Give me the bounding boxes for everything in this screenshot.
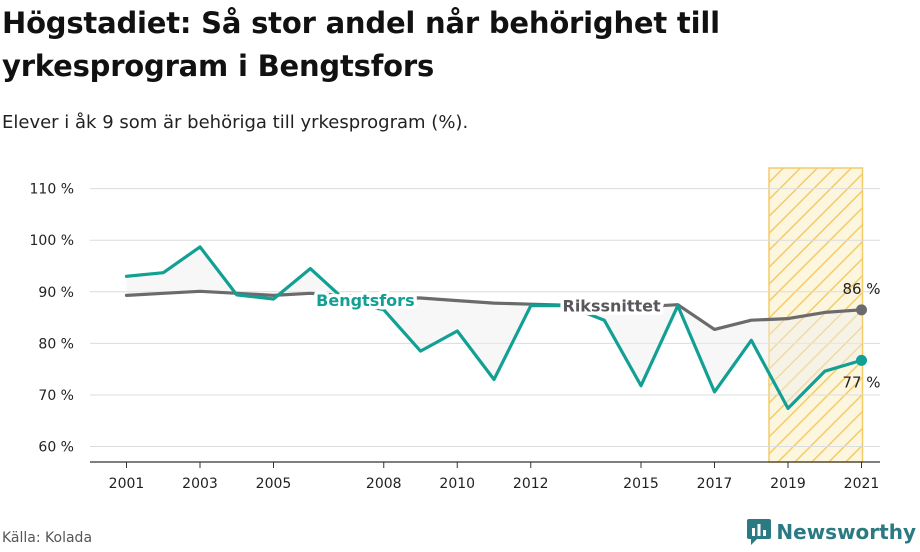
series-label-rikssnittet: Rikssnittet [563,297,662,316]
svg-text:Bengtsfors: Bengtsfors [316,291,414,310]
chart-labels: 60 % 70 % 80 % 90 % 100 % 110 % 2001 2003 2005 20… [30,182,881,492]
brand-logo: Newsworthy [747,519,916,545]
x-tick-label: 2015 [623,476,659,492]
y-tick-label: 90 % [38,285,74,301]
x-tick-label: 2008 [366,476,402,492]
end-label-rikssnittet: 86 % [842,280,880,298]
newsworthy-logo-icon [747,519,772,545]
chart-subtitle: Elever i åk 9 som är behöriga till yrkes… [2,112,469,133]
x-tick-label: 2019 [770,476,806,492]
end-point-rikssnittet [856,304,867,316]
y-tick-label: 60 % [38,440,74,456]
chart-title: Högstadiet: Så stor andel når behörighet… [2,6,720,83]
series-line-bengtsfors [124,245,864,410]
y-tick-label: 110 % [30,182,74,198]
y-tick-label: 100 % [30,233,74,249]
x-tick-label: 2021 [844,476,880,492]
y-tick-label: 80 % [38,336,74,352]
x-tick-label: 2017 [697,476,733,492]
gap-area [126,246,862,409]
series-label-bengtsfors: Bengtsfors [316,291,414,310]
y-tick-label: 70 % [38,388,74,404]
brand-name: Newsworthy [776,520,916,544]
x-tick-label: 2012 [513,476,549,492]
series-line-rikssnittet [124,289,864,331]
gap-fill-area [126,246,862,409]
end-point-bengtsfors [856,354,867,366]
x-axis [90,461,880,468]
svg-text:Rikssnittet: Rikssnittet [563,297,662,316]
end-label-bengtsfors: 77 % [842,373,880,391]
x-tick-label: 2003 [182,476,218,492]
source-note: Källa: Kolada [2,530,93,546]
x-tick-label: 2005 [256,476,292,492]
x-tick-label: 2010 [439,476,475,492]
series-lines [124,245,867,410]
x-tick-label: 2001 [109,476,145,492]
